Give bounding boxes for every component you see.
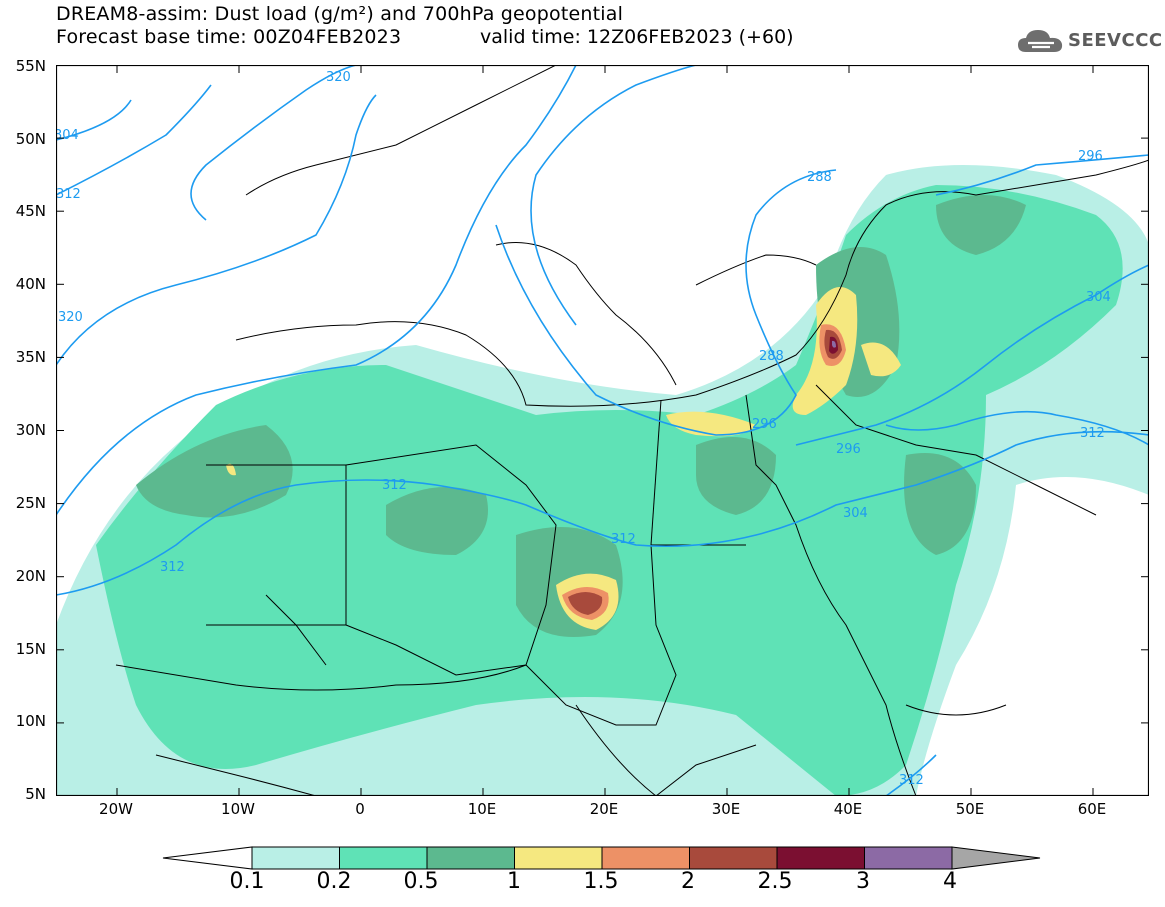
colorbar-label: 0.5 <box>403 869 439 894</box>
contour-label: 320 <box>58 310 83 325</box>
colorbar-label: 1.5 <box>583 869 619 894</box>
contour-label: 312 <box>611 532 636 547</box>
colorbar-box <box>514 846 603 870</box>
lon-label: 60E <box>1077 800 1107 818</box>
dust-shading <box>56 165 1149 796</box>
lat-label: 20N <box>15 567 46 585</box>
lat-label: 35N <box>15 348 46 366</box>
lon-label: 0 <box>355 800 365 818</box>
contour-label: 312 <box>160 560 185 575</box>
contour-label: 296 <box>1078 149 1103 164</box>
valid-time: valid time: 12Z06FEB2023 (+60) <box>480 26 794 48</box>
colorbar-box <box>339 846 428 870</box>
lon-label: 50E <box>955 800 985 818</box>
lon-label: 20E <box>589 800 619 818</box>
lon-label: 10W <box>221 800 255 818</box>
colorbar-label: 0.1 <box>229 869 265 894</box>
lat-label: 25N <box>15 494 46 512</box>
colorbar-label: 1 <box>507 869 521 894</box>
dust-load-map: 320 304 312 320 312 312 312 296 288 296 … <box>56 65 1149 796</box>
country-borders <box>115 65 1149 796</box>
contour-labels: 320 304 312 320 312 312 312 296 288 296 … <box>56 70 1111 788</box>
colorbar-label: 2 <box>681 869 695 894</box>
map-title: DREAM8-assim: Dust load (g/m²) and 700hP… <box>56 3 624 25</box>
colorbar-label: 4 <box>943 869 957 894</box>
contour-label: 304 <box>56 128 79 143</box>
contour-label: 288 <box>759 349 784 364</box>
lat-label: 45N <box>15 202 46 220</box>
lat-label: 5N <box>25 785 46 803</box>
axis-ticks <box>56 65 1149 796</box>
colorbar-label: 0.2 <box>316 869 352 894</box>
contour-label: 296 <box>752 417 777 432</box>
colorbar-box <box>426 846 515 870</box>
colorbar-arrow-low <box>162 846 253 870</box>
lat-label: 50N <box>15 130 46 148</box>
contour-label: 312 <box>1080 426 1105 441</box>
contour-label: 312 <box>382 478 407 493</box>
colorbar-box <box>689 846 778 870</box>
lat-label: 40N <box>15 275 46 293</box>
contour-label: 304 <box>843 506 868 521</box>
contour-label: 296 <box>836 442 861 457</box>
colorbar-label: 3 <box>856 869 870 894</box>
lon-label: 20W <box>99 800 133 818</box>
contour-label: 288 <box>807 170 832 185</box>
lon-label: 10E <box>467 800 497 818</box>
lon-label: 30E <box>711 800 741 818</box>
contour-label: 312 <box>56 187 81 202</box>
contour-label: 320 <box>326 70 351 85</box>
lat-label: 15N <box>15 640 46 658</box>
seevccc-logo: SEEVCCC <box>1016 26 1162 56</box>
colorbar-box <box>776 846 865 870</box>
colorbar-label: 2.5 <box>757 869 793 894</box>
lat-label: 30N <box>15 421 46 439</box>
colorbar-box <box>251 846 340 870</box>
colorbar-box <box>601 846 690 870</box>
forecast-base-time: Forecast base time: 00Z04FEB2023 <box>56 26 402 48</box>
geopotential-contours <box>56 65 1149 796</box>
lat-label: 55N <box>15 57 46 75</box>
lon-label: 40E <box>833 800 863 818</box>
colorbar-arrow-high <box>951 846 1041 870</box>
contour-label: 304 <box>1086 290 1111 305</box>
lat-label: 10N <box>15 712 46 730</box>
colorbar-box <box>864 846 953 870</box>
cloud-icon <box>1018 30 1063 52</box>
contour-label: 312 <box>899 773 924 788</box>
